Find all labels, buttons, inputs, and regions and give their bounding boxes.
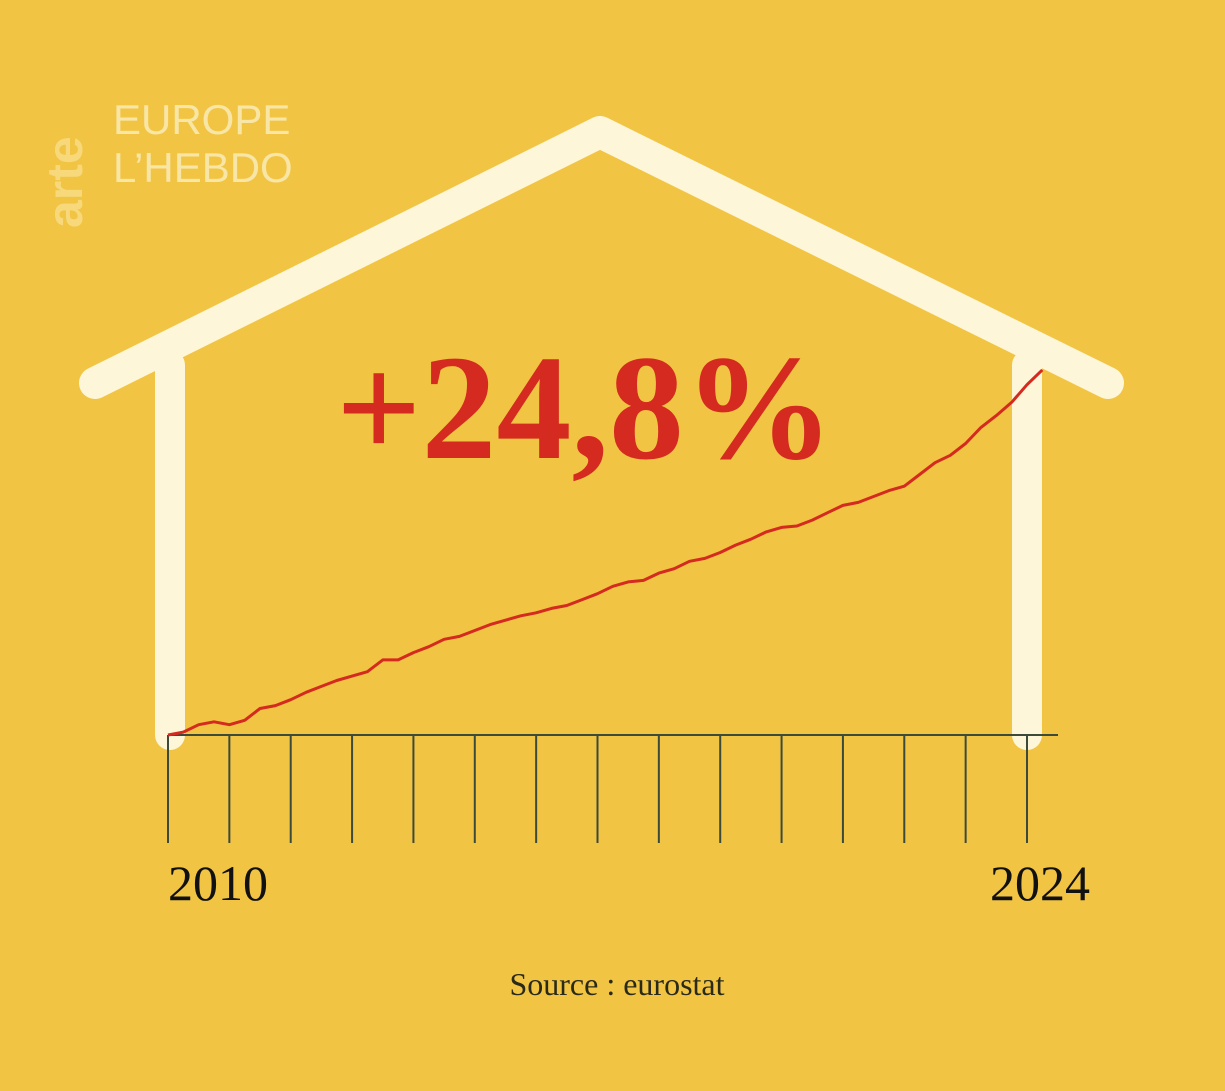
roof: [79, 116, 1124, 399]
annotation: +24,8%: [336, 325, 834, 491]
logo-brand: arte: [37, 136, 93, 228]
x-tick-label: 2024: [990, 855, 1090, 911]
source: Source : eurostat: [509, 966, 724, 1002]
logo-line: EUROPE: [113, 96, 290, 143]
x-tick-label: 2010: [168, 855, 268, 911]
house: [79, 116, 1124, 750]
logo-line: L’HEBDO: [113, 144, 293, 191]
data-line: [167, 368, 1044, 737]
